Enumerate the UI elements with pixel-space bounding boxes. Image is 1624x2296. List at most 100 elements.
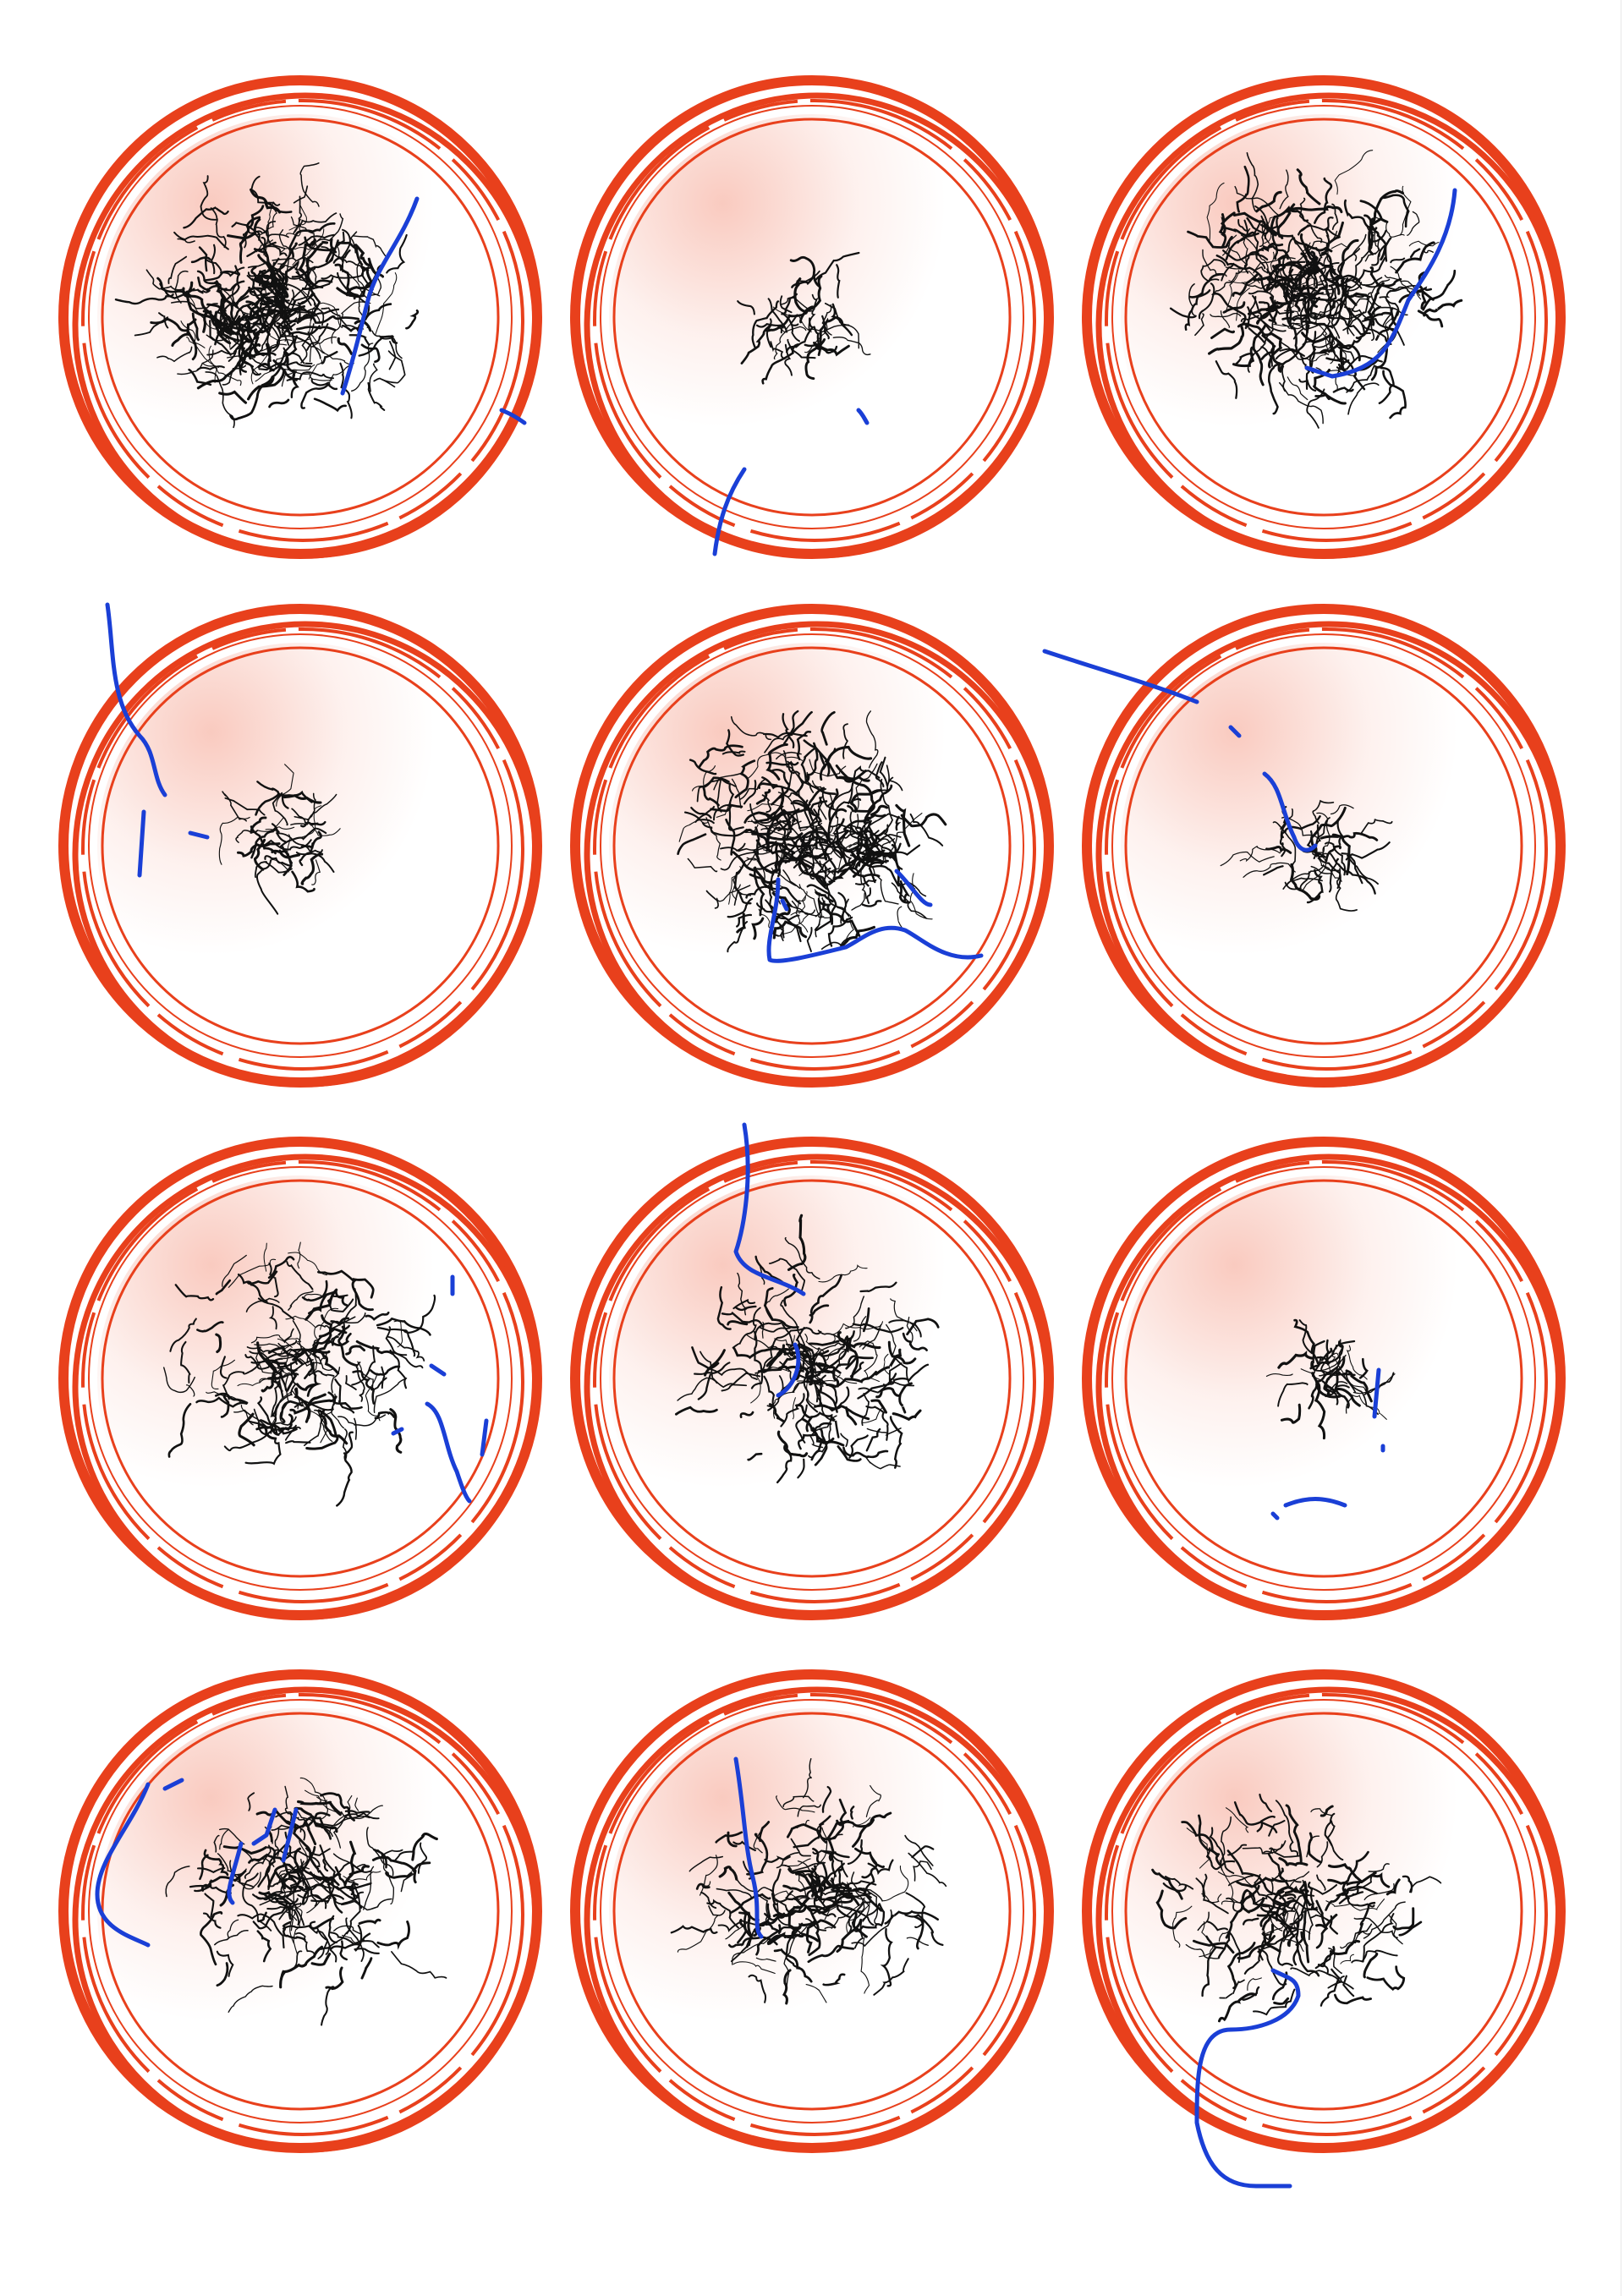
organism xyxy=(798,1355,824,1388)
blue-line xyxy=(856,408,870,425)
organism xyxy=(218,390,248,404)
organism xyxy=(1277,1350,1314,1369)
organism xyxy=(787,1214,807,1271)
dish-rim-inner-1 xyxy=(593,1693,1036,2136)
organism xyxy=(820,710,836,746)
organism xyxy=(727,1936,778,1948)
organism xyxy=(1257,1932,1271,1953)
organism xyxy=(245,1297,280,1312)
organism xyxy=(1280,1403,1302,1424)
organism xyxy=(848,1434,869,1459)
organism xyxy=(781,312,799,326)
dish-floor-tint xyxy=(1121,1708,1527,2114)
organism xyxy=(257,1297,295,1321)
organism xyxy=(217,1853,247,1876)
organism xyxy=(167,255,188,284)
organism xyxy=(339,1940,348,1961)
organism xyxy=(716,1285,732,1330)
blue-line xyxy=(1194,1968,1301,2189)
organism xyxy=(1222,301,1246,314)
organism xyxy=(339,362,353,419)
organism-cluster xyxy=(677,710,947,953)
organism xyxy=(232,295,250,307)
organism xyxy=(809,1411,840,1438)
organism xyxy=(1241,1986,1260,2001)
organism xyxy=(202,363,242,386)
organism xyxy=(1217,1992,1258,2023)
organism xyxy=(867,1859,894,1876)
organism xyxy=(781,293,798,315)
organism xyxy=(223,1428,283,1452)
organism xyxy=(294,805,322,840)
organism xyxy=(213,1834,220,1853)
organism xyxy=(805,1984,827,2003)
organism xyxy=(180,1340,191,1384)
organism xyxy=(268,1263,279,1298)
organism xyxy=(1201,1946,1217,1997)
organism xyxy=(720,842,746,852)
organism xyxy=(1202,1873,1208,1897)
organism xyxy=(734,1876,769,1923)
organism xyxy=(734,759,756,799)
organism xyxy=(297,1241,301,1269)
organism xyxy=(294,1400,334,1411)
organism xyxy=(732,858,757,896)
organism xyxy=(325,238,336,263)
organism xyxy=(271,858,289,873)
organism xyxy=(743,780,757,805)
dish-5 xyxy=(570,604,1054,1088)
organism xyxy=(1325,297,1347,328)
organism xyxy=(1338,1891,1364,1904)
organism xyxy=(850,789,882,813)
dish-rim-shadow xyxy=(584,621,1051,1088)
organism xyxy=(762,732,808,738)
organism xyxy=(190,256,211,264)
organism xyxy=(320,1307,339,1330)
organism xyxy=(739,1411,754,1419)
organism xyxy=(875,761,885,788)
organism xyxy=(292,1390,301,1410)
organism xyxy=(1338,295,1370,320)
organism xyxy=(732,1937,769,1965)
organism xyxy=(321,350,338,364)
organism xyxy=(367,381,386,411)
organism xyxy=(1225,227,1251,270)
organism xyxy=(816,1386,850,1412)
organism xyxy=(310,298,325,326)
organism xyxy=(282,1921,316,1930)
organism xyxy=(295,1932,316,1956)
organism xyxy=(796,857,829,888)
organism xyxy=(288,222,336,259)
dish-rim-inner-1 xyxy=(1105,1160,1548,1603)
organism xyxy=(269,329,295,372)
organism xyxy=(1232,346,1255,368)
organism xyxy=(1347,1871,1374,1892)
organism xyxy=(278,1413,294,1433)
organism-cluster xyxy=(670,1757,947,2005)
organism xyxy=(906,1316,914,1345)
dish-10 xyxy=(58,1669,542,2153)
organism xyxy=(1312,1356,1341,1372)
organism xyxy=(715,1831,743,1844)
organism xyxy=(727,921,749,953)
organism xyxy=(309,279,333,288)
organism xyxy=(1220,310,1231,328)
organism xyxy=(257,276,294,306)
dish-rim-shadow xyxy=(72,1153,539,1620)
organism xyxy=(768,1403,785,1422)
organism xyxy=(1320,221,1344,255)
organism xyxy=(1286,205,1343,214)
organism xyxy=(1320,1347,1333,1362)
organism xyxy=(244,1437,282,1466)
organism xyxy=(253,838,266,871)
organism xyxy=(780,1393,805,1427)
organism xyxy=(321,1986,335,2026)
organism xyxy=(345,1345,366,1356)
organism xyxy=(327,1915,338,1943)
dish-rim-inner-2 xyxy=(1111,633,1536,1058)
organism xyxy=(821,1785,832,1813)
dish-inner-wall xyxy=(101,1179,500,1578)
organism xyxy=(771,782,791,806)
organism xyxy=(798,862,834,876)
organism xyxy=(289,1395,337,1415)
